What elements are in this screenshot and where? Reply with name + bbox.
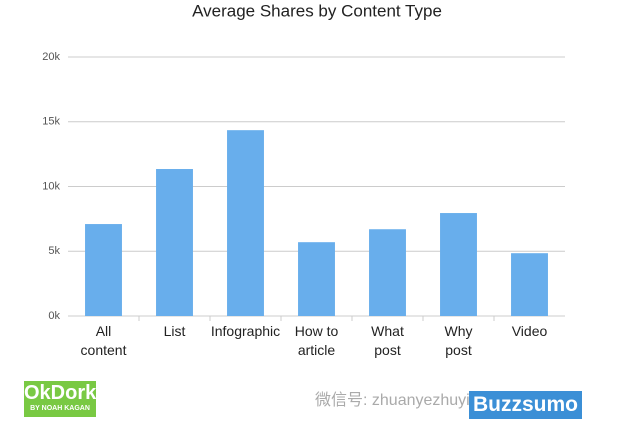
y-tick-label: 15k xyxy=(42,116,60,128)
bar xyxy=(156,169,193,316)
okdork-logo: OkDork BY NOAH KAGAN xyxy=(24,381,96,417)
y-tick-label: 20k xyxy=(42,51,60,63)
y-tick-label: 5k xyxy=(48,245,60,257)
logo-text: OkDork xyxy=(24,382,97,404)
x-tick-label: Why post xyxy=(444,323,473,358)
x-tick-label: List xyxy=(163,323,186,339)
bar xyxy=(298,242,335,316)
y-tick-label: 10k xyxy=(42,180,60,192)
bar xyxy=(511,253,548,316)
bar xyxy=(440,213,477,316)
buzzsumo-logo: Buzzsumo xyxy=(469,391,582,419)
chart-title: Average Shares by Content Type xyxy=(192,1,442,20)
x-tick-label: What post xyxy=(371,323,404,358)
x-tick-label: Infographic xyxy=(210,323,281,339)
bar xyxy=(227,130,264,316)
x-tick-label: All content xyxy=(80,323,127,358)
bar xyxy=(85,224,122,316)
bar xyxy=(369,229,406,316)
logo-subtext: BY NOAH KAGAN xyxy=(30,405,90,412)
x-tick-label: How to article xyxy=(294,323,339,358)
watermark: 微信号: zhuanyezhuyi1983 xyxy=(315,392,506,409)
y-tick-label: 0k xyxy=(48,310,60,322)
x-tick-label: Video xyxy=(511,323,548,339)
